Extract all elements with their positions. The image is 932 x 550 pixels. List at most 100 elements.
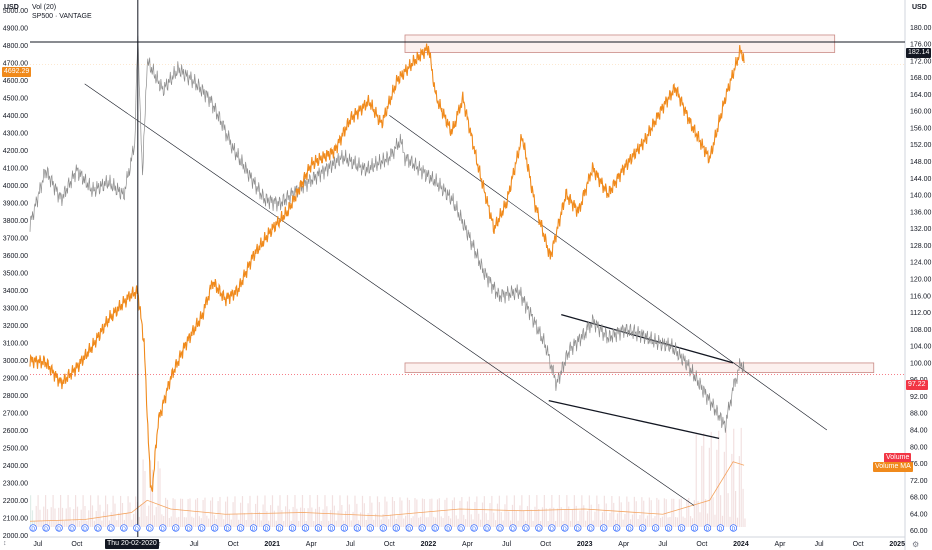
trendline [84,83,695,506]
dividend-marker-icon [146,524,154,532]
volume-bar [97,495,99,527]
volume-bar [33,520,35,527]
volume-bar [275,520,277,527]
left-axis-tick-label: 2200.00 [3,498,28,505]
dividend-marker-icon [55,524,63,532]
left-axis-tick-label: 4000.00 [3,183,28,190]
trendline [548,400,720,440]
volume-bar [468,496,470,527]
volume-bar [191,516,193,527]
volume-bar [645,518,647,527]
volume-bar [442,518,444,527]
left-axis-tick-label: 4700.00 [3,60,28,67]
volume-bar [241,496,244,527]
left-axis-tick-label: 3400.00 [3,288,28,295]
dividend-marker-icon [288,524,297,532]
volume-bar [170,516,172,527]
volume-bar [99,504,101,527]
volume-bar [605,503,607,527]
volume-bar [320,520,322,527]
right-axis-tick-label: 136.00 [910,209,932,216]
volume-bar [570,520,572,527]
volume-bar [294,495,296,527]
dividend-marker-icon [626,524,634,532]
settings-gear-icon[interactable]: ⚙ [912,540,920,549]
right-axis-tick-label: 156.00 [910,125,932,132]
volume-bar [699,512,701,527]
dividend-marker-letter: D [524,526,528,532]
dividend-marker-icon [703,524,712,532]
volume-bar [135,496,137,527]
dividend-marker-letter: D [381,526,385,532]
volume-bar [371,502,373,527]
volume-bar [406,497,409,527]
right-axis-tick-label: 112.00 [910,310,931,317]
dividend-marker-letter: D [200,526,204,532]
volume-bar [478,513,480,527]
volume-bar [155,506,157,527]
volume-bar [195,499,197,527]
volume-bar [58,507,60,527]
volume-bar [256,495,259,527]
dividend-marker-letter: D [537,526,541,532]
volume-bar [35,505,37,527]
volume-bar [240,502,242,527]
volume-bar [648,497,650,527]
volume-bar [151,469,154,527]
dividend-marker-letter: D [589,526,593,532]
dividend-marker-letter: D [265,526,269,532]
volume-bar [82,495,84,527]
volume-bar [690,516,692,527]
dividend-marker-icon [249,524,258,532]
dividend-marker-letter: D [485,526,489,532]
volume-bar [305,520,307,527]
volume-bar [568,506,570,527]
volume-bar [208,518,210,527]
right-axis-tick-label: 68.00 [910,495,928,502]
dividend-marker-icon [133,524,141,532]
volume-bar [281,509,283,527]
trendline [389,115,828,431]
left-axis-tick-label: 4600.00 [3,78,28,85]
volume-bar [123,519,125,527]
volume-bar [705,499,707,527]
volume-bar [577,520,579,527]
dividend-marker-letter: D [278,526,282,532]
volume-bar [712,497,714,527]
volume-bar [121,502,124,527]
volume-bar [671,498,673,527]
volume-bar [247,503,249,527]
dividend-marker-letter: D [472,526,476,532]
volume-bar [451,500,454,527]
volume-bar [481,502,484,527]
volume-bar [271,495,274,527]
overlay-symbol-label: SP500 · VANTAGE [32,13,92,20]
volume-bar [658,499,660,527]
volume-bar [75,495,77,527]
time-axis-label: 2025 [889,541,905,548]
volume-bar [403,518,405,527]
left-axis-tick-label: 3700.00 [3,235,28,242]
dividend-marker-letter: D [641,526,645,532]
volume-bar [423,499,425,527]
right-last-price-badge: 97.22 [906,380,928,390]
trendline [561,314,734,364]
volume-bar [710,431,712,527]
left-axis-tick-label: 2900.00 [3,375,28,382]
zoom-icon[interactable]: ↕ [3,540,7,547]
volume-bar [140,504,142,527]
volume-bar [461,497,463,527]
volume-bar [688,497,690,527]
volume-bar [165,497,167,527]
volume-bar [56,520,58,527]
volume-bar [523,510,525,527]
time-axis-label: Jul [346,541,355,548]
volume-bar [174,499,176,527]
volume-bar [288,509,290,527]
volume-bar [740,427,742,527]
resistance-zone [404,34,836,53]
left-price-badge: 4692.29 [2,67,32,77]
volume-bar [221,514,223,527]
dividend-marker-icon [457,524,465,532]
